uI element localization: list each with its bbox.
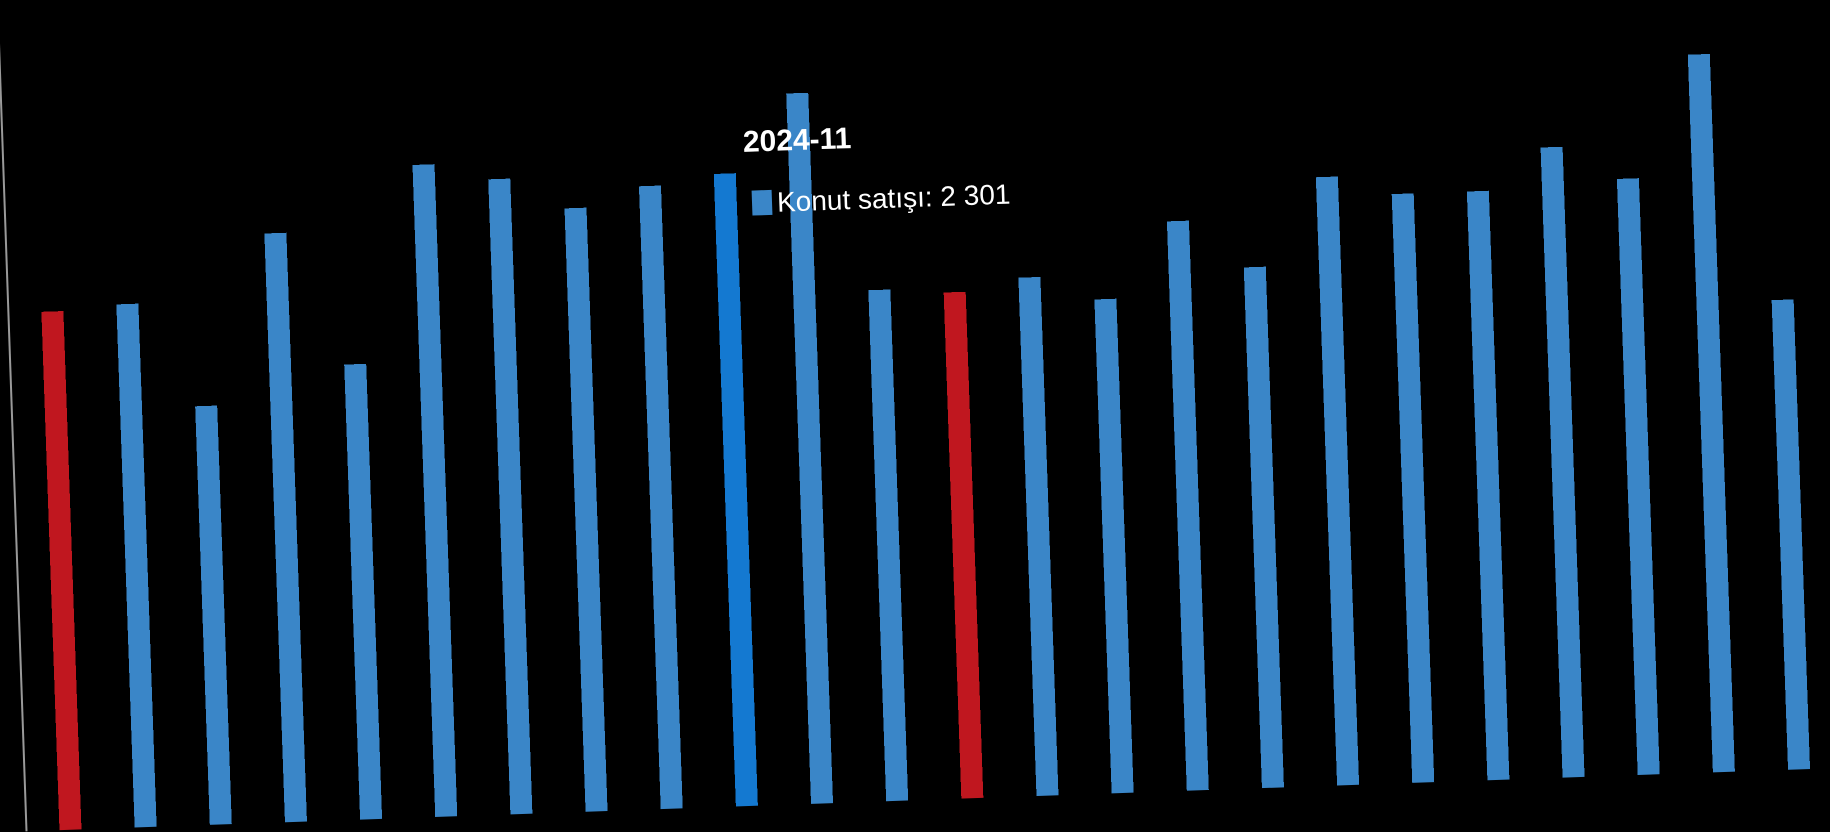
bar-5[interactable] [412, 164, 458, 832]
bar-21[interactable] [1616, 178, 1661, 795]
bar-0[interactable] [41, 311, 83, 832]
bar-8[interactable] [638, 185, 684, 830]
bar-7[interactable] [564, 207, 609, 832]
bar-4[interactable] [344, 363, 383, 832]
bar-22[interactable] [1687, 53, 1736, 793]
bar-14[interactable] [1094, 298, 1135, 814]
bar-23[interactable] [1771, 299, 1811, 790]
bar-15[interactable] [1166, 220, 1210, 811]
tooltip-series-label: Konut satışı: 2 301 [776, 179, 1010, 218]
tooltip-title: 2024-11 [742, 122, 852, 159]
bar-3[interactable] [264, 232, 308, 832]
tooltip: 2024-11 Konut satışı: 2 301 [742, 122, 1011, 218]
bar-20[interactable] [1540, 146, 1586, 798]
bar-17[interactable] [1315, 176, 1360, 806]
bar-16[interactable] [1243, 266, 1285, 809]
y-axis-line [0, 0, 29, 832]
bar-18[interactable] [1391, 193, 1435, 803]
bar-13[interactable] [1018, 276, 1060, 816]
bar-19[interactable] [1466, 190, 1511, 801]
bar-10[interactable] [786, 92, 834, 824]
bar-12[interactable] [943, 291, 985, 819]
bar-11[interactable] [868, 289, 909, 822]
tooltip-series-swatch [751, 189, 773, 216]
bar-1[interactable] [116, 303, 158, 832]
bar-6[interactable] [488, 178, 534, 832]
bar-2[interactable] [195, 405, 233, 832]
bar-9[interactable] [713, 173, 759, 827]
bars-group [41, 53, 1811, 832]
